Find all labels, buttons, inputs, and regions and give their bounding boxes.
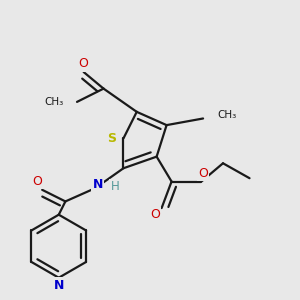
Text: N: N	[93, 178, 103, 191]
Text: CH₃: CH₃	[217, 110, 236, 120]
Text: O: O	[79, 57, 88, 70]
Text: CH₃: CH₃	[44, 97, 64, 107]
Text: N: N	[54, 278, 64, 292]
Text: O: O	[150, 208, 160, 221]
Text: H: H	[111, 180, 119, 193]
Text: S: S	[107, 132, 116, 145]
Text: O: O	[32, 175, 42, 188]
Text: O: O	[198, 167, 208, 180]
